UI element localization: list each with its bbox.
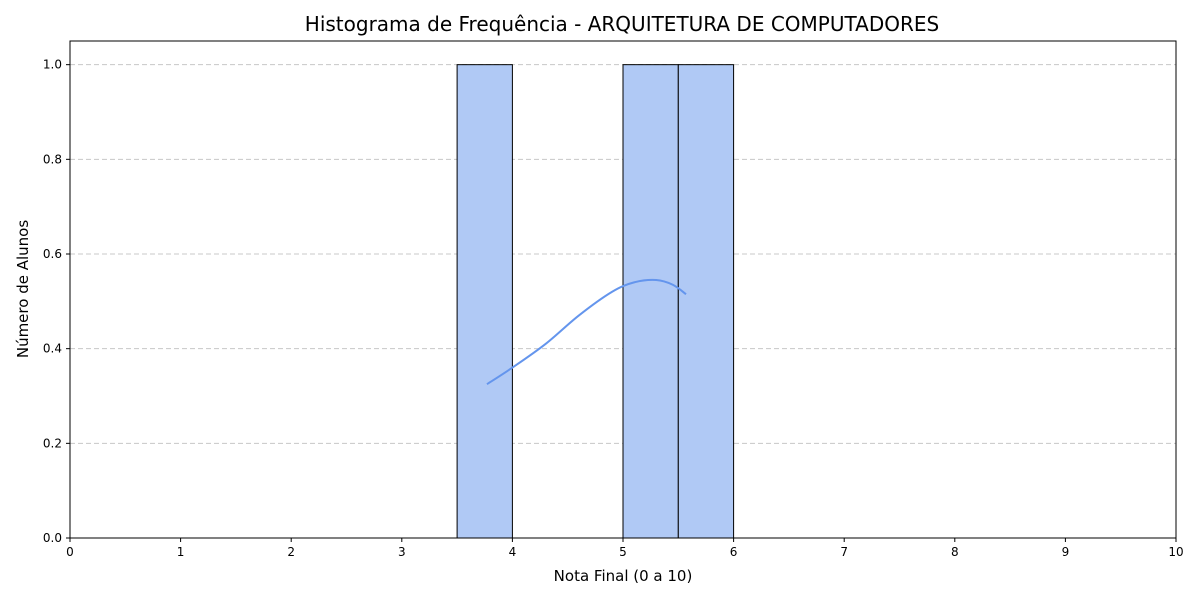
x-axis-label: Nota Final (0 a 10) xyxy=(554,567,693,585)
x-tick-label-7: 7 xyxy=(840,545,848,559)
x-axis-ticks: 0 1 2 3 4 5 6 7 8 9 10 xyxy=(66,538,1184,559)
y-tick-label-3: 0.6 xyxy=(43,247,62,261)
x-tick-label-1: 1 xyxy=(177,545,185,559)
y-tick-label-2: 0.4 xyxy=(43,342,62,356)
x-tick-label-4: 4 xyxy=(509,545,517,559)
y-tick-label-5: 1.0 xyxy=(43,58,62,72)
x-tick-label-5: 5 xyxy=(619,545,627,559)
y-axis-ticks: 0.0 0.2 0.4 0.6 0.8 1.0 xyxy=(43,58,70,545)
y-axis-label: Número de Alunos xyxy=(14,220,32,358)
x-tick-label-3: 3 xyxy=(398,545,406,559)
x-tick-label-6: 6 xyxy=(730,545,738,559)
x-tick-label-9: 9 xyxy=(1062,545,1070,559)
histogram-bars xyxy=(456,64,735,539)
histogram-bar-1 xyxy=(622,64,679,539)
y-tick-label-4: 0.8 xyxy=(43,152,62,166)
histogram-bar-2 xyxy=(677,64,735,539)
x-tick-label-2: 2 xyxy=(287,545,295,559)
kde-curve xyxy=(486,278,687,386)
y-tick-label-1: 0.2 xyxy=(43,436,62,450)
x-tick-label-0: 0 xyxy=(66,545,74,559)
chart-title: Histograma de Frequência - ARQUITETURA D… xyxy=(305,12,939,36)
histogram-bar-0 xyxy=(456,64,513,539)
x-tick-label-10: 10 xyxy=(1168,545,1183,559)
y-tick-label-0: 0.0 xyxy=(43,531,62,545)
x-tick-label-8: 8 xyxy=(951,545,959,559)
